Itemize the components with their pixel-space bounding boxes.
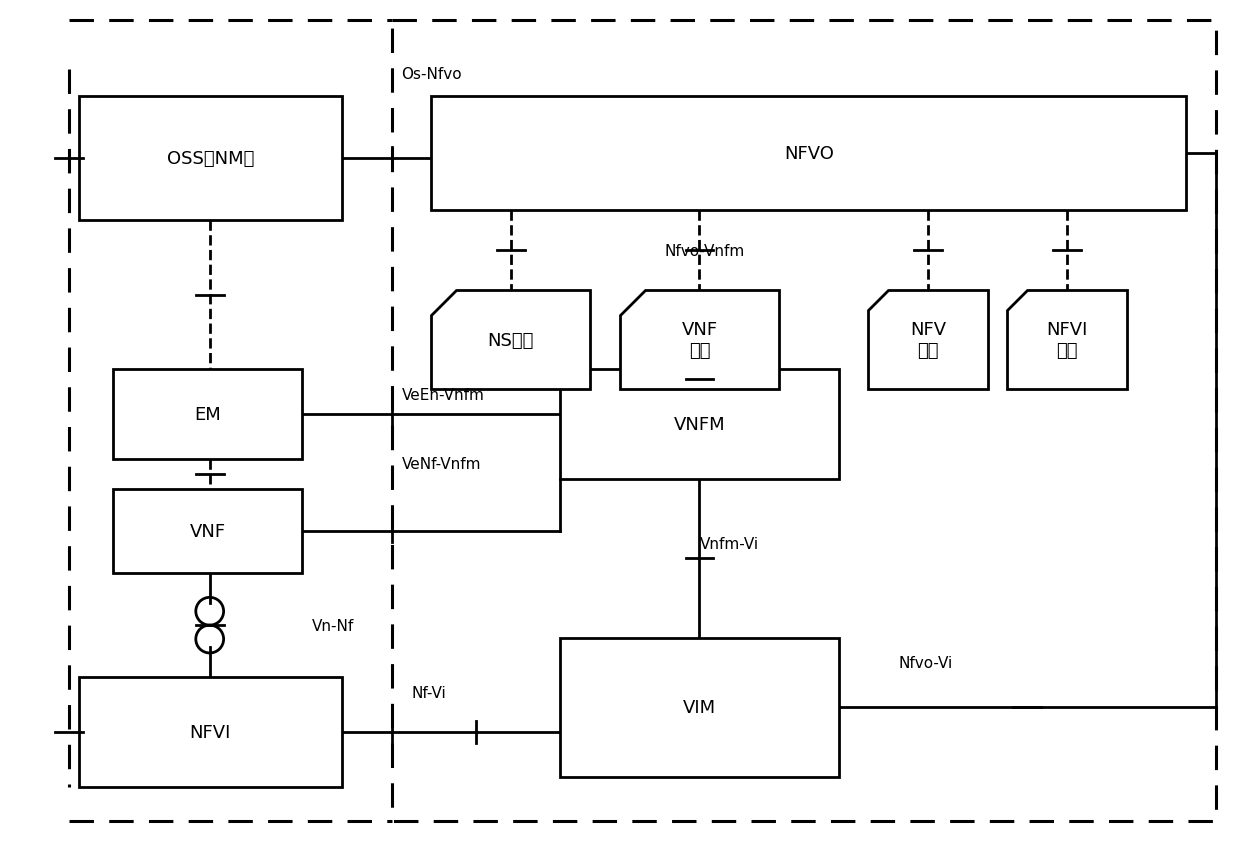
Text: Vnfm-Vi: Vnfm-Vi (699, 536, 759, 551)
Bar (560, 638, 838, 776)
Text: NFVO: NFVO (784, 145, 833, 163)
Text: NS目录: NS目录 (487, 331, 534, 349)
Text: VNF
目录: VNF 目录 (682, 321, 718, 360)
Bar (113, 489, 303, 573)
Text: VNF: VNF (190, 522, 226, 540)
Bar (432, 97, 1187, 211)
Text: NFV
实例: NFV 实例 (910, 321, 946, 360)
Text: Nf-Vi: Nf-Vi (412, 684, 446, 700)
Polygon shape (620, 290, 779, 390)
Text: VIM: VIM (683, 698, 715, 717)
Polygon shape (1007, 290, 1127, 390)
Text: Os-Nfvo: Os-Nfvo (402, 67, 463, 82)
Text: VeNf-Vnfm: VeNf-Vnfm (402, 457, 481, 472)
Bar (78, 678, 342, 787)
Text: NFVI
资源: NFVI 资源 (1047, 321, 1087, 360)
Bar (78, 97, 342, 221)
Polygon shape (868, 290, 987, 390)
Polygon shape (432, 290, 590, 390)
Text: VNFM: VNFM (673, 415, 725, 434)
Text: Vn-Nf: Vn-Nf (312, 619, 355, 633)
Bar (113, 370, 303, 459)
Bar (392, 20, 1216, 821)
Text: EM: EM (195, 406, 221, 424)
Text: Nfvo-Vi: Nfvo-Vi (898, 655, 952, 670)
Text: VeEn-Vnfm: VeEn-Vnfm (402, 387, 485, 403)
Text: NFVI: NFVI (190, 723, 231, 741)
Text: OSS（NM）: OSS（NM） (166, 150, 254, 168)
Bar (560, 370, 838, 479)
Text: Nfvo-Vnfm: Nfvo-Vnfm (665, 243, 745, 258)
